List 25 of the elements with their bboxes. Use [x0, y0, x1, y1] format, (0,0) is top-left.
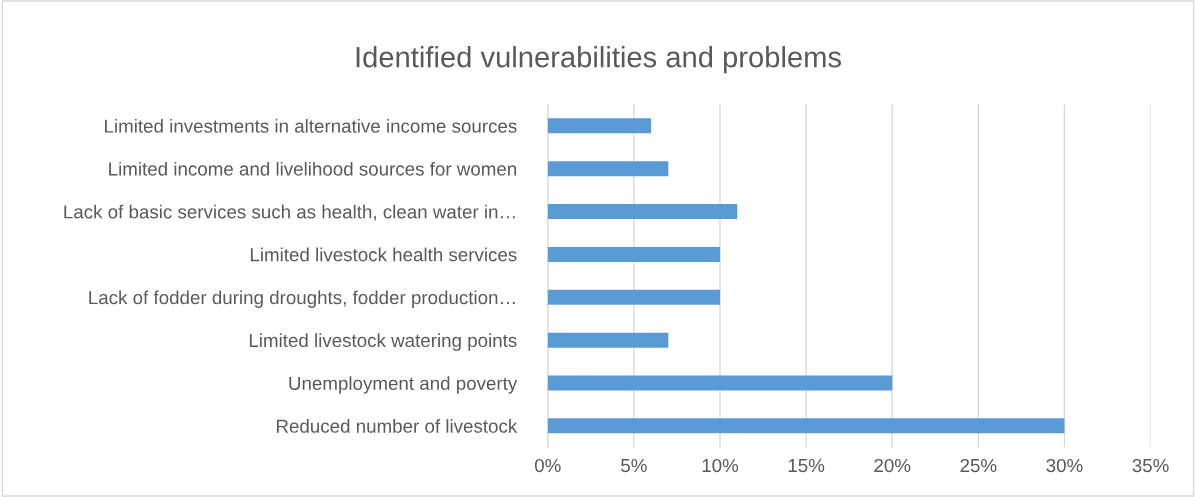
bar [547, 161, 669, 177]
x-tick-label: 35% [1132, 458, 1169, 473]
y-tick-label: Limited investments in alternative income sources [105, 119, 517, 133]
y-tick-label: Reduced number of livestock [276, 419, 518, 433]
x-tick-label: 10% [702, 458, 739, 473]
bar [547, 246, 720, 262]
y-tick-label: Limited income and livelihood sources for women [109, 161, 517, 176]
bar [547, 289, 720, 305]
x-tick-label: 15% [788, 458, 825, 473]
x-tick-label: 0% [534, 458, 561, 473]
bar [547, 332, 669, 348]
y-tick-label: Limited livestock watering points [249, 333, 517, 351]
y-tick-label: Limited livestock health services [250, 247, 517, 262]
bar [547, 418, 1065, 434]
bar [547, 375, 893, 391]
x-tick-label: 20% [874, 458, 911, 473]
chart-title: Identified vulnerabilities and problems [356, 46, 841, 74]
bar [547, 118, 652, 134]
x-tick-label: 5% [621, 458, 647, 473]
y-tick-label: Unemployment and poverty [289, 376, 518, 394]
x-tick-label: 30% [1046, 458, 1083, 473]
bar [547, 204, 738, 220]
y-tick-label: Lack of basic services such as health, clean water in… [64, 204, 515, 221]
x-tick-label: 25% [960, 458, 997, 473]
y-tick-label: Lack of fodder during droughts, fodder production… [89, 290, 515, 308]
